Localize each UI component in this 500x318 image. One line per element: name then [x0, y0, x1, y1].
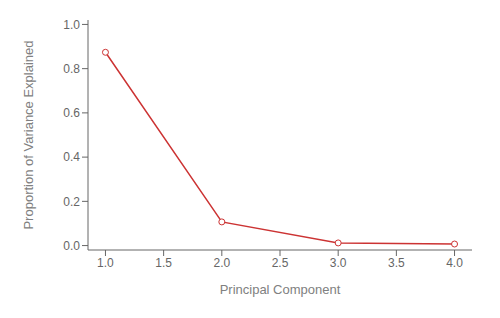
- svg-text:1.0: 1.0: [97, 256, 114, 270]
- svg-text:3.0: 3.0: [330, 256, 347, 270]
- svg-text:0.0: 0.0: [63, 239, 80, 253]
- svg-text:0.6: 0.6: [63, 106, 80, 120]
- svg-text:2.0: 2.0: [213, 256, 230, 270]
- svg-text:Principal Component: Principal Component: [220, 282, 341, 297]
- svg-text:1.5: 1.5: [155, 256, 172, 270]
- svg-text:1.0: 1.0: [63, 18, 80, 32]
- svg-text:3.5: 3.5: [388, 256, 405, 270]
- svg-text:4.0: 4.0: [446, 256, 463, 270]
- svg-text:0.4: 0.4: [63, 150, 80, 164]
- svg-text:0.8: 0.8: [63, 62, 80, 76]
- svg-text:Proportion of Variance Explain: Proportion of Variance Explained: [21, 40, 36, 229]
- svg-text:0.2: 0.2: [63, 195, 80, 209]
- svg-text:2.5: 2.5: [272, 256, 289, 270]
